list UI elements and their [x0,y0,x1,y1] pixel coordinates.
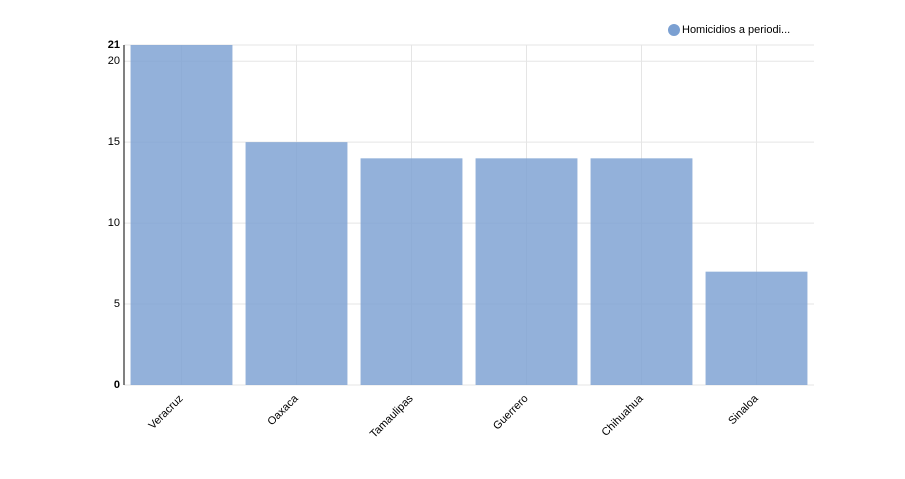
bar [130,45,233,385]
bar [245,142,348,385]
legend-marker [668,24,680,36]
y-tick-label: 20 [108,55,120,67]
bar [360,158,463,385]
grid [124,44,814,386]
bar [590,158,693,385]
y-tick-label: 0 [114,379,120,391]
x-tick-label: Sinaloa [726,392,761,427]
y-tick-label: 10 [108,217,120,229]
bar [475,158,578,385]
x-tick-label: Veracruz [146,393,185,432]
x-tick-label: Oaxaca [265,392,301,428]
y-tick-label: 15 [108,136,120,148]
y-tick-label: 5 [114,298,120,310]
bars [130,45,808,385]
bar [705,271,808,385]
x-tick-label: Guerrero [491,393,531,433]
x-tick-label: Tamaulipas [368,392,416,440]
legend-label: Homicidios a periodi... [682,24,790,36]
y-tick-label: 21 [108,39,120,51]
x-tick-label: Chihuahua [600,392,647,439]
